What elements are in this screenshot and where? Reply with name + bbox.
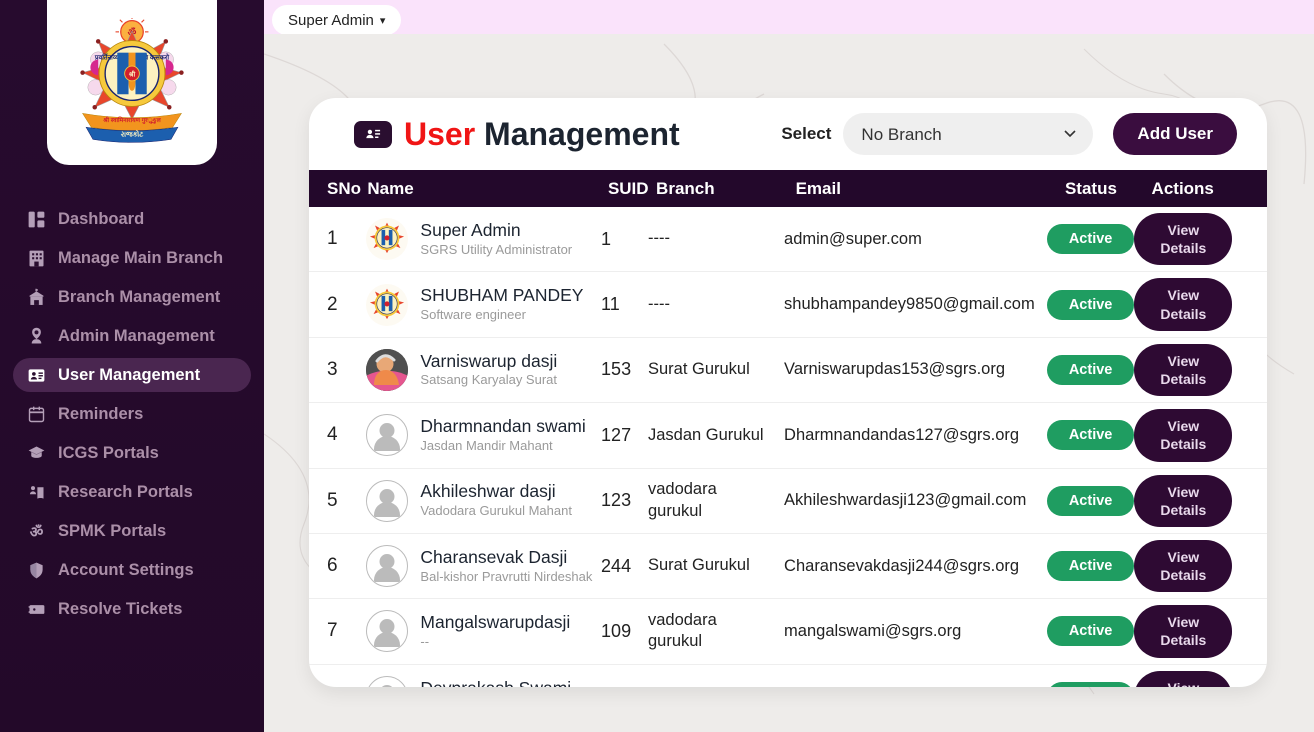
svg-text:श्री: श्री <box>128 70 136 78</box>
svg-text:श्री स्वामिनारायण गुरુકુल: श्री स्वामिनारायण गुरુકુल <box>102 116 161 124</box>
svg-text:રાજકોટ: રાજકોટ <box>121 129 143 138</box>
svg-text:ॐ: ॐ <box>30 523 44 540</box>
